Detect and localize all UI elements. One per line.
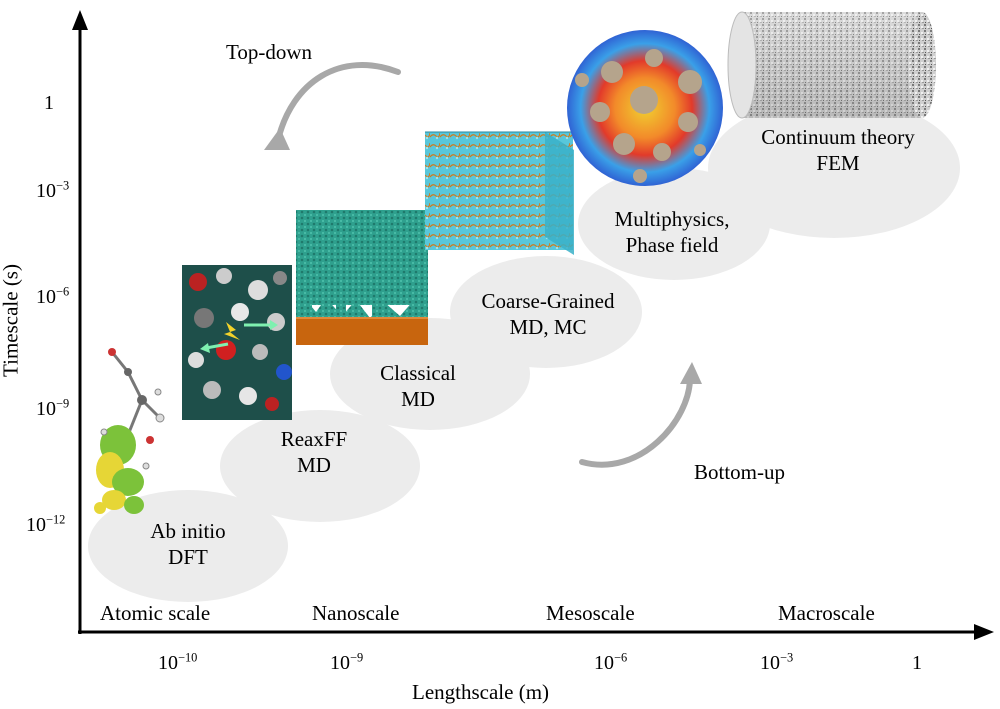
multiphysics-disc-image	[567, 30, 723, 186]
y-tick-1: 1	[44, 92, 54, 114]
method-ab-initio-line1: Ab initio	[150, 519, 226, 543]
x-tick-1e-6: 10−6	[594, 650, 628, 674]
method-coarse-grained-line1: Coarse-Grained	[481, 289, 615, 313]
scale-macro: Macroscale	[778, 601, 875, 625]
method-classical-line2: MD	[401, 387, 435, 412]
method-coarse-grained-line2: MD, MC	[509, 315, 587, 340]
classical-md-image	[296, 210, 428, 345]
method-reaxff-line1: ReaxFF	[280, 427, 348, 451]
method-multiphysics: Multiphysics, Phase field	[586, 206, 758, 259]
method-classical: Classical MD	[338, 360, 498, 413]
method-continuum: Continuum theory FEM	[718, 124, 958, 177]
reaxff-atoms-image	[182, 265, 292, 420]
method-ab-initio: Ab initio DFT	[108, 518, 268, 571]
scale-meso: Mesoscale	[546, 601, 635, 625]
top-down-arrow	[264, 62, 401, 150]
method-continuum-line2: FEM	[816, 151, 860, 176]
y-tick-1e-12: 10−12	[26, 512, 66, 536]
x-axis-title: Lengthscale (m)	[412, 680, 550, 704]
y-tick-1e-6: 10−6	[36, 284, 70, 308]
method-classical-line1: Classical	[380, 361, 456, 385]
y-tick-1e-3: 10−3	[36, 178, 70, 202]
coarse-grained-cube-image	[425, 131, 574, 255]
continuum-cylinder-image	[727, 11, 936, 119]
method-multiphysics-line1: Multiphysics,	[614, 207, 730, 231]
blob-coarse-grained	[450, 256, 642, 368]
dft-molecule-image	[94, 348, 165, 514]
method-reaxff: ReaxFF MD	[234, 426, 394, 479]
blob-continuum	[708, 98, 960, 238]
axes	[72, 10, 994, 640]
x-tick-1: 1	[912, 652, 922, 674]
scale-atomic: Atomic scale	[100, 601, 211, 625]
y-tick-1e-9: 10−9	[36, 396, 70, 420]
y-axis-title: Timescale (s)	[0, 264, 23, 377]
bottom-up-label: Bottom-up	[694, 460, 786, 484]
method-ab-initio-line2: DFT	[168, 545, 208, 570]
method-multiphysics-line2: Phase field	[625, 233, 719, 258]
method-reaxff-line2: MD	[297, 453, 331, 478]
method-coarse-grained: Coarse-Grained MD, MC	[448, 288, 648, 341]
scale-nano: Nanoscale	[312, 601, 400, 625]
method-continuum-line1: Continuum theory	[761, 125, 915, 149]
x-tick-1e-10: 10−10	[158, 650, 198, 674]
y-axis-arrowhead	[72, 10, 88, 30]
top-down-label: Top-down	[226, 40, 313, 64]
blob-reaxff	[220, 410, 420, 522]
x-tick-1e-9: 10−9	[330, 650, 364, 674]
x-axis-arrowhead	[974, 624, 994, 640]
bottom-up-arrow	[579, 362, 702, 468]
x-tick-1e-3: 10−3	[760, 650, 794, 674]
